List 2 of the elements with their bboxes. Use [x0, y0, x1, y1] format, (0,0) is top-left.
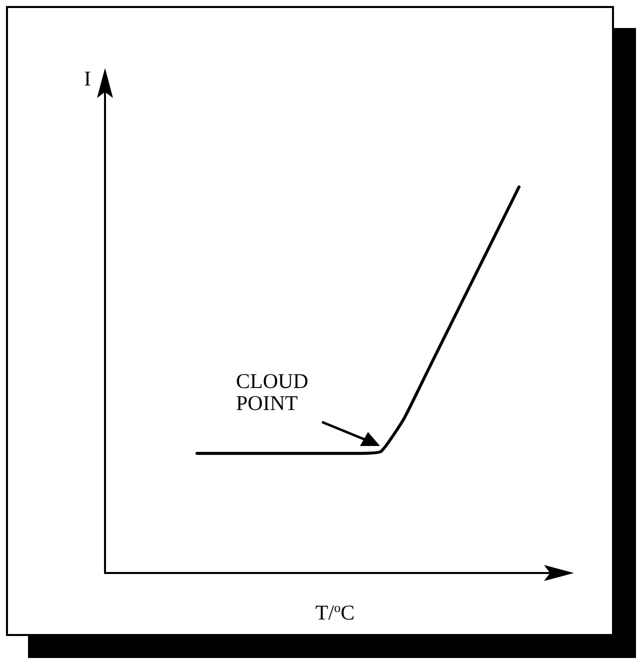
y-axis-title: I [84, 66, 91, 90]
annotation: CLOUD POINT [236, 369, 308, 415]
